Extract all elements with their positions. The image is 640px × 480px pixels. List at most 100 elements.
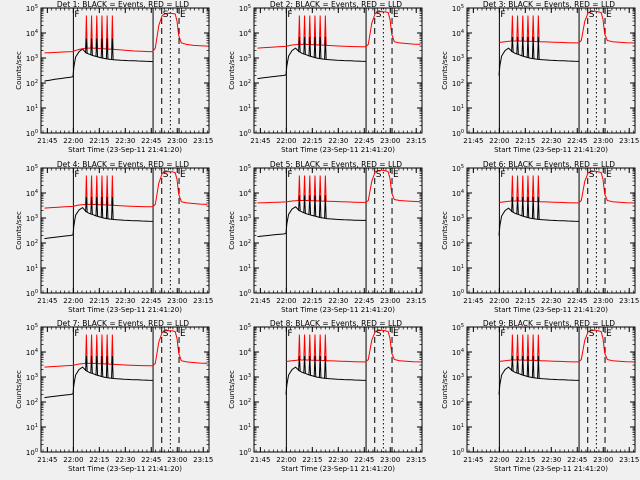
y-tick-label: 103 [239, 373, 251, 382]
x-tick-label: 22:30 [541, 137, 561, 145]
x-tick-label: 22:45 [567, 137, 587, 145]
red-lld-spike [298, 334, 301, 360]
x-axis-label: Start Time (23-Sep-11 21:41:20) [68, 465, 182, 473]
x-axis-label: Start Time (23-Sep-11 21:41:20) [494, 465, 608, 473]
y-tick-label-exponent: 2 [35, 79, 38, 85]
red-lld-spike [521, 15, 525, 42]
y-tick-label: 103 [452, 54, 464, 63]
y-tick-label-exponent: 3 [461, 373, 464, 379]
y-tick-label-exponent: 1 [248, 264, 251, 270]
y-tick-label-base: 10 [26, 324, 35, 332]
black-events-spike [526, 36, 530, 58]
black-events-series [44, 366, 153, 399]
black-events-spike [111, 38, 114, 60]
x-tick-label: 22:15 [89, 456, 109, 464]
black-events-spike [308, 355, 312, 376]
y-tick-label-exponent: 1 [248, 104, 251, 110]
red-lld-spike [324, 175, 327, 202]
x-tick-label: 22:45 [141, 456, 161, 464]
red-lld-spike [531, 175, 535, 202]
y-tick-label: 102 [452, 79, 464, 88]
black-events-spike [105, 196, 109, 219]
black-events-spike [308, 36, 312, 57]
x-axis-label: Start Time (23-Sep-11 21:41:20) [281, 465, 395, 473]
chart-title: Det 8: BLACK = Events, RED = LLD [270, 319, 402, 328]
y-tick-label-base: 10 [26, 130, 35, 138]
y-tick-label-exponent: 0 [248, 448, 251, 454]
y-tick-label-base: 10 [452, 290, 461, 298]
plot-frame [253, 7, 423, 134]
y-tick-label-base: 10 [239, 265, 248, 273]
chart-title: Det 7: BLACK = Events, RED = LLD [57, 319, 189, 328]
y-tick-label-exponent: 2 [35, 398, 38, 404]
x-tick-label: 23:15 [619, 297, 639, 305]
red-lld-spike [313, 175, 317, 201]
y-tick-label-exponent: 3 [35, 214, 38, 220]
y-tick-label-exponent: 3 [248, 54, 251, 60]
y-tick-label: 105 [26, 323, 38, 332]
black-events-spike [511, 196, 514, 212]
y-tick-label-base: 10 [26, 240, 35, 248]
y-tick-label-exponent: 1 [35, 104, 38, 110]
black-events-spike [516, 36, 519, 55]
y-tick-label-exponent: 4 [35, 189, 38, 195]
plot-data [44, 8, 208, 133]
y-tick-label-base: 10 [239, 190, 248, 198]
y-tick-label: 100 [452, 448, 464, 457]
y-tick-label-base: 10 [239, 374, 248, 382]
y-tick-label: 103 [26, 214, 38, 223]
black-events-spike [526, 355, 530, 377]
x-tick-label: 23:00 [167, 456, 187, 464]
x-tick-label: 22:00 [63, 137, 83, 145]
x-axis-label: Start Time (23-Sep-11 21:41:20) [494, 146, 608, 154]
red-lld-spike [537, 15, 540, 42]
x-tick-label: 22:30 [328, 137, 348, 145]
red-lld-spike [318, 15, 322, 46]
x-tick-label: 21:45 [463, 456, 483, 464]
plot-frame [40, 167, 210, 294]
x-axis-label: Start Time (23-Sep-11 21:41:20) [494, 306, 608, 314]
x-tick-label: 22:15 [515, 137, 535, 145]
marker-label: E [393, 170, 399, 180]
black-events-spike [511, 36, 514, 52]
y-tick-label: 100 [239, 129, 251, 138]
x-tick-label: 22:30 [328, 456, 348, 464]
black-events-spike [100, 355, 104, 377]
plot-data [257, 8, 421, 133]
marker-label: E [393, 329, 399, 339]
red-lld-series [498, 10, 634, 44]
x-tick-label: 22:00 [489, 456, 509, 464]
red-lld-spike [526, 175, 530, 202]
red-lld-series [498, 329, 634, 363]
marker-label: S [163, 170, 169, 180]
red-lld-spike [100, 334, 104, 364]
x-tick-label: 22:00 [63, 456, 83, 464]
y-tick-label: 104 [452, 189, 464, 198]
x-tick-label: 22:00 [489, 297, 509, 305]
y-tick-label: 104 [26, 189, 38, 198]
y-tick-label-exponent: 3 [248, 214, 251, 220]
y-tick-label-exponent: 4 [461, 189, 464, 195]
y-tick-label-base: 10 [239, 290, 248, 298]
black-events-series [498, 47, 579, 76]
red-lld-spike [298, 175, 301, 201]
x-tick-label: 23:15 [406, 297, 426, 305]
marker-label: E [180, 329, 186, 339]
x-tick-label: 22:45 [354, 297, 374, 305]
y-tick-label-base: 10 [452, 240, 461, 248]
black-events-series [257, 47, 366, 80]
red-lld-spike [303, 334, 306, 360]
y-tick-label-exponent: 3 [461, 54, 464, 60]
x-tick-label: 22:00 [276, 137, 296, 145]
y-tick-label-base: 10 [452, 349, 461, 357]
y-tick-label-base: 10 [26, 55, 35, 63]
x-tick-label: 22:30 [541, 297, 561, 305]
y-tick-label: 101 [239, 264, 251, 273]
y-tick-label-base: 10 [452, 105, 461, 113]
red-lld-spike [537, 175, 540, 202]
black-events-spike [526, 196, 530, 218]
